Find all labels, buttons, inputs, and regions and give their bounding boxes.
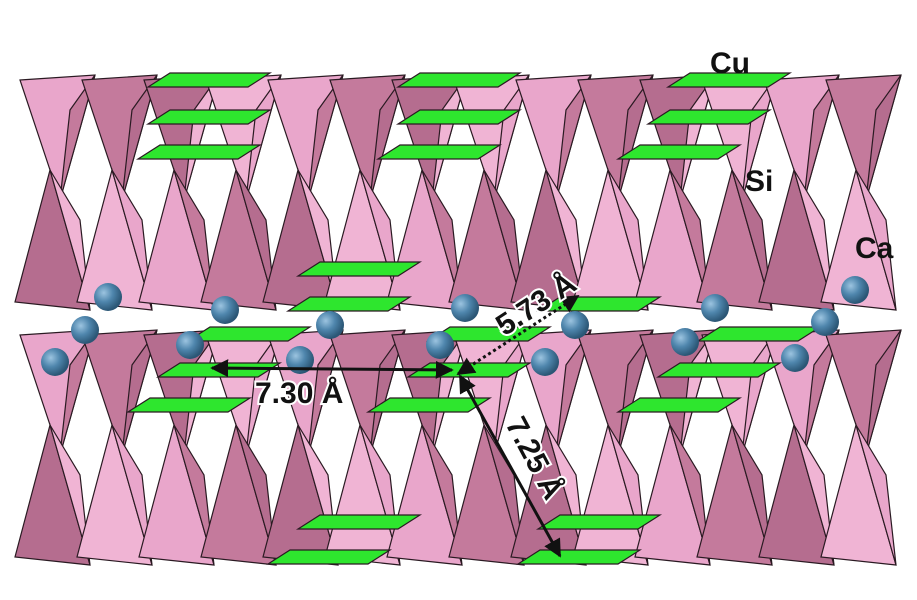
ca-atom (71, 316, 99, 344)
si-label: Si (745, 165, 773, 198)
polyhedra (14, 72, 902, 566)
cu-square (395, 109, 523, 125)
cu-square (125, 397, 253, 413)
si-tetrahedron (793, 169, 835, 311)
si-tetrahedron (235, 424, 277, 566)
ca-atom (701, 294, 729, 322)
ca-atom (561, 311, 589, 339)
cu-square (265, 549, 393, 565)
si-tetrahedron (855, 424, 897, 566)
ca-atom (211, 296, 239, 324)
si-tetrahedron (369, 74, 406, 201)
cu-square (665, 72, 793, 88)
cu-label: Cu (710, 47, 750, 80)
cu-square (615, 397, 743, 413)
si-tetrahedron (865, 74, 902, 201)
si-tetrahedron (865, 329, 902, 456)
si-tetrahedron (121, 74, 158, 201)
cu-square (145, 72, 273, 88)
arrow (458, 374, 562, 558)
ca-atom (316, 311, 344, 339)
distance-arrows (210, 294, 580, 558)
cu-square (515, 549, 643, 565)
si-tetrahedron (607, 169, 649, 311)
ca-atom (531, 348, 559, 376)
si-tetrahedron (803, 74, 840, 201)
si-tetrahedron (545, 169, 587, 311)
si-tetrahedron (121, 329, 158, 456)
cu-square (395, 72, 523, 88)
si-tetrahedron (669, 169, 711, 311)
cu-square (535, 514, 663, 530)
ca-atom (841, 276, 869, 304)
si-tetrahedron (803, 329, 840, 456)
ca-atom (781, 344, 809, 372)
ca-atom (451, 294, 479, 322)
cu-square (655, 362, 783, 378)
cu-square (285, 296, 413, 312)
ca-label: Ca (855, 232, 894, 265)
si-tetrahedron (173, 424, 215, 566)
si-tetrahedron (741, 74, 778, 201)
cu-square (295, 514, 423, 530)
si-tetrahedron (855, 169, 897, 311)
si-tetrahedron (245, 74, 282, 201)
cu-square (615, 144, 743, 160)
si-tetrahedron (111, 169, 153, 311)
ca-atom (426, 331, 454, 359)
si-tetrahedron (741, 329, 778, 456)
ca-atom (94, 283, 122, 311)
si-tetrahedron (793, 424, 835, 566)
si-tetrahedron (49, 424, 91, 566)
arrow (210, 359, 454, 379)
ca-atom (41, 348, 69, 376)
si-tetrahedron (173, 169, 215, 311)
ca-atom (176, 331, 204, 359)
si-tetrahedron (111, 424, 153, 566)
distance-label: 7.30 Å (255, 377, 343, 410)
si-tetrahedron (483, 169, 525, 311)
si-tetrahedron (555, 74, 592, 201)
si-tetrahedron (421, 424, 463, 566)
ca-atom (811, 308, 839, 336)
cu-square (645, 109, 773, 125)
si-tetrahedron (59, 74, 96, 201)
si-tetrahedron (731, 169, 773, 311)
si-tetrahedron (307, 74, 344, 201)
si-tetrahedron (669, 424, 711, 566)
si-tetrahedron (421, 169, 463, 311)
cu-square (145, 109, 273, 125)
cu-square (695, 326, 823, 342)
si-tetrahedron (731, 424, 773, 566)
si-tetrahedron (59, 329, 96, 456)
cu-square (375, 144, 503, 160)
si-tetrahedron (49, 169, 91, 311)
ca-atom (671, 328, 699, 356)
cu-square (185, 326, 313, 342)
cu-square (135, 144, 263, 160)
cu-square (155, 362, 283, 378)
si-tetrahedron (617, 74, 654, 201)
cu-square (295, 261, 423, 277)
si-tetrahedron (235, 169, 277, 311)
si-tetrahedron (493, 74, 530, 201)
